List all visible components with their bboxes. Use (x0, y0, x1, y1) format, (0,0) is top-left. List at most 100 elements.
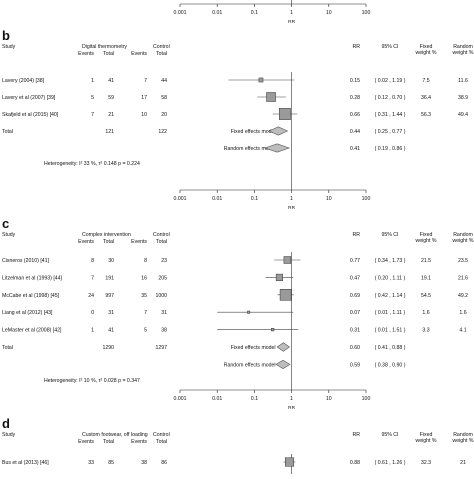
panel-c-fixed-label: Fixed effects model (231, 345, 276, 351)
panel-d-row-0-weight-fixed: 32.3 (421, 460, 431, 466)
panel-b-row-0-point-estimate (258, 77, 264, 83)
panel-c-row-1-study-name: Litzelman et al (1993) [44] (2, 275, 63, 281)
panel-c-heterogeneity: Heterogeneity: I² 10 %, τ² 0.028 p = 0.3… (44, 378, 140, 384)
panel-c-letter: c (2, 216, 9, 231)
panel-b-row-0-events-1: 1 (91, 78, 94, 84)
panel-b-header-fixed-weight: weight % (415, 50, 436, 56)
panel-c-fixed-rr: 0.60 (350, 345, 360, 351)
panel-c-random-diamond (275, 359, 291, 369)
panel-c-row-0-point-estimate (283, 256, 292, 264)
panel-c-row-1-events-1: 7 (91, 275, 94, 281)
panel-d-letter: d (2, 416, 10, 431)
panel-c-header-ci: 95% CI (381, 232, 398, 238)
panel-c-row-2-point-estimate (279, 289, 292, 301)
panel-b-random-diamond (263, 143, 291, 153)
panel-c-total-n1: 1290 (102, 345, 114, 351)
panel-c-row-4-rr: 0.31 (350, 328, 360, 334)
top-axis-label: RR (288, 19, 295, 25)
panel-c-row-1-rr: 0.47 (350, 275, 360, 281)
panel-c-row-3-events-1: 0 (91, 310, 94, 316)
panel-b-total-n1: 121 (105, 129, 114, 135)
panel-d-header-control: Control (153, 432, 170, 438)
panel-b-fixed-label: Fixed effects model (231, 129, 276, 135)
panel-c-row-1-ci: ( 0.20 , 1.11 ) (375, 275, 406, 281)
panel-c-row-2-total-2: 1000 (155, 293, 167, 299)
panel-c-row-2-ci: ( 0.42 , 1.14 ) (375, 293, 406, 299)
panel-c-header-rr: RR (353, 232, 361, 238)
panel-c-row-0-study-name: Cisneros (2010) [41] (2, 258, 50, 264)
panel-c-header-fixed-weight: weight % (415, 238, 436, 244)
panel-d-row-0-rr: 0.88 (350, 460, 360, 466)
panel-c-row-3-study-name: Liang et al (2012) [43] (2, 310, 53, 316)
panel-c-row-1-events-2: 16 (141, 275, 147, 281)
panel-b-row-1-study-name: Lavery et al (2007) [39] (2, 95, 56, 101)
panel-c-fixed-ci: ( 0.41 , 0.88 ) (375, 345, 406, 351)
panel-b-row-2-rr: 0.66 (350, 112, 360, 118)
panel-b-total-n2: 122 (158, 129, 167, 135)
panel-c-row-1-total-2: 205 (158, 275, 167, 281)
panel-c-tick-label-3: 1 (290, 396, 293, 402)
panel-b-row-1-weight-fixed: 36.4 (421, 95, 431, 101)
panel-b-row-1-total-2: 58 (161, 95, 167, 101)
panel-b-row-0-events-2: 7 (144, 78, 147, 84)
panel-b-row-1-rr: 0.28 (350, 95, 360, 101)
panel-c-total-label: Total (2, 345, 13, 351)
panel-d-header-fixed: Fixed (420, 432, 433, 438)
panel-c-row-0-weight-random: 23.5 (458, 258, 468, 264)
panel-b-header-ci: 95% CI (381, 44, 398, 50)
panel-b-header-treat: Digital thermometry (82, 44, 127, 50)
panel-d-row-0-events-2: 38 (141, 460, 147, 466)
panel-c-random-label: Random effects model (224, 362, 276, 368)
panel-c-row-0-total-2: 23 (161, 258, 167, 264)
panel-c-fixed-diamond (276, 342, 291, 352)
panel-d-row-0-total-1: 85 (108, 460, 114, 466)
panel-c-row-1-weight-fixed: 19.1 (421, 275, 431, 281)
panel-c-row-2-total-1: 997 (105, 293, 114, 299)
panel-c-row-4-total-2: 38 (161, 328, 167, 334)
panel-b-tick-label-1: 0.01 (212, 196, 222, 202)
panel-b-row-2-point-estimate (279, 108, 291, 120)
panel-c-row-2-rr: 0.69 (350, 293, 360, 299)
panel-c-row-3-weight-random: 1.6 (459, 310, 466, 316)
panel-d-header-random: Random (453, 432, 473, 438)
panel-b-tick-label-0: 0.001 (174, 196, 187, 202)
panel-b-row-0-rr: 0.15 (350, 78, 360, 84)
panel-c-row-1-total-1: 191 (105, 275, 114, 281)
panel-d-header-random-weight: weight % (452, 438, 473, 444)
top-tick-label-0: 0.001 (174, 10, 187, 16)
panel-b-row-0-total-2: 44 (161, 78, 167, 84)
panel-c-row-1-point-estimate (275, 273, 283, 281)
panel-c-header-treat: Complex intervention (82, 232, 131, 238)
panel-d-row-0-events-1: 33 (88, 460, 94, 466)
panel-c-row-2-events-2: 35 (141, 293, 147, 299)
panel-c-tick-label-1: 0.01 (212, 396, 222, 402)
panel-d-subheader-total-2: Total (156, 439, 167, 445)
panel-b-row-1-events-1: 5 (91, 95, 94, 101)
panel-b-header-control: Control (153, 44, 170, 50)
panel-b-random-rr: 0.41 (350, 146, 360, 152)
panel-b-total-label: Total (2, 129, 13, 135)
panel-b-row-2-weight-random: 49.4 (458, 112, 468, 118)
panel-c-total-n2: 1297 (155, 345, 167, 351)
panel-c-header-random: Random (453, 232, 473, 238)
panel-c-header-study: Study (2, 232, 16, 238)
panel-b-fixed-rr: 0.44 (350, 129, 360, 135)
panel-d-subheader-events-2: Events (131, 439, 147, 445)
panel-c-row-0-rr: 0.77 (350, 258, 360, 264)
panel-b-row-2-ci: ( 0.31 , 1.44 ) (375, 112, 406, 118)
panel-c-tick-label-5: 100 (362, 396, 371, 402)
panel-b-fixed-diamond (268, 126, 289, 136)
panel-c-row-0-events-2: 8 (144, 258, 147, 264)
panel-c-row-2-weight-random: 49.2 (458, 293, 468, 299)
panel-c-subheader-events-2: Events (131, 239, 147, 245)
panel-d-row-0-total-2: 86 (161, 460, 167, 466)
panel-c-row-1-weight-random: 21.6 (458, 275, 468, 281)
top-tick-label-4: 10 (326, 10, 332, 16)
panel-c-row-0-events-1: 8 (91, 258, 94, 264)
panel-b-tick-label-5: 100 (362, 196, 371, 202)
panel-c-row-3-rr: 0.07 (350, 310, 360, 316)
panel-b-header-rr: RR (353, 44, 361, 50)
panel-b-letter: b (2, 28, 10, 43)
panel-b-row-2-total-1: 21 (108, 112, 114, 118)
